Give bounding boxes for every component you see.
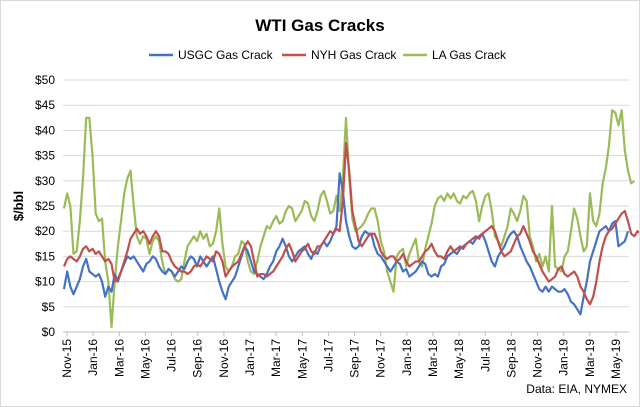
y-tick-label: $30 (35, 174, 55, 188)
y-axis-ticks: $0 $5 $10 $15 $20 $25 $30 $35 $40 $45 $50 (35, 73, 55, 339)
x-tick-label: Jul-16 (165, 339, 179, 372)
x-tick-label: Mar-17 (269, 339, 283, 377)
gridlines (63, 79, 629, 308)
x-tick-label: May-19 (609, 339, 623, 379)
y-tick-label: $15 (35, 249, 55, 263)
la-series-line (62, 109, 636, 329)
x-tick-label: Jan-17 (243, 339, 257, 376)
x-tick-label: May-18 (452, 339, 466, 379)
x-tick-label: Jul-18 (478, 339, 492, 372)
x-tick-label: Jan-19 (557, 339, 571, 376)
x-tick-label: Nov-15 (60, 339, 74, 378)
usgc-series-line (62, 172, 630, 316)
legend: USGC Gas Crack NYH Gas Crack LA Gas Crac… (149, 48, 507, 62)
y-tick-label: $40 (35, 123, 55, 137)
x-tick-label: Jan-16 (86, 339, 100, 376)
x-tick-label: Jul-17 (321, 339, 335, 372)
nyh-series-line (62, 141, 639, 306)
y-tick-label: $35 (35, 149, 55, 163)
x-tick-label: Nov-16 (217, 339, 231, 378)
x-tick-label: Nov-18 (531, 339, 545, 378)
x-tick-label: May-16 (138, 339, 152, 379)
source-note: Data: EIA, NYMEX (526, 382, 627, 396)
y-tick-label: $10 (35, 275, 55, 289)
x-tick-label: Mar-18 (426, 339, 440, 377)
x-tick-label: Jan-18 (400, 339, 414, 376)
y-tick-label: $5 (42, 300, 56, 314)
x-tick-label: Sep-18 (504, 339, 518, 378)
x-tick-label: Mar-16 (112, 339, 126, 377)
x-tick-label: Sep-17 (348, 339, 362, 378)
y-axis-label: $/bbl (11, 191, 26, 221)
legend-label-usgc: USGC Gas Crack (178, 48, 274, 62)
x-tick-label: Nov-17 (374, 339, 388, 378)
legend-label-nyh: NYH Gas Crack (311, 48, 397, 62)
y-tick-label: $50 (35, 73, 55, 87)
chart-title: WTI Gas Cracks (255, 16, 384, 35)
series-lines (62, 109, 639, 329)
y-tick-label: $0 (42, 325, 56, 339)
legend-label-la: LA Gas Crack (432, 48, 507, 62)
y-tick-label: $20 (35, 224, 55, 238)
x-tick-label: Mar-19 (583, 339, 597, 377)
x-axis-ticks: Nov-15 Jan-16 Mar-16 May-16 Jul-16 Sep-16 Nov-… (60, 332, 623, 379)
y-tick-label: $25 (35, 199, 55, 213)
x-tick-label: May-17 (295, 339, 309, 379)
y-tick-label: $45 (35, 98, 55, 112)
x-tick-label: Sep-16 (191, 339, 205, 378)
